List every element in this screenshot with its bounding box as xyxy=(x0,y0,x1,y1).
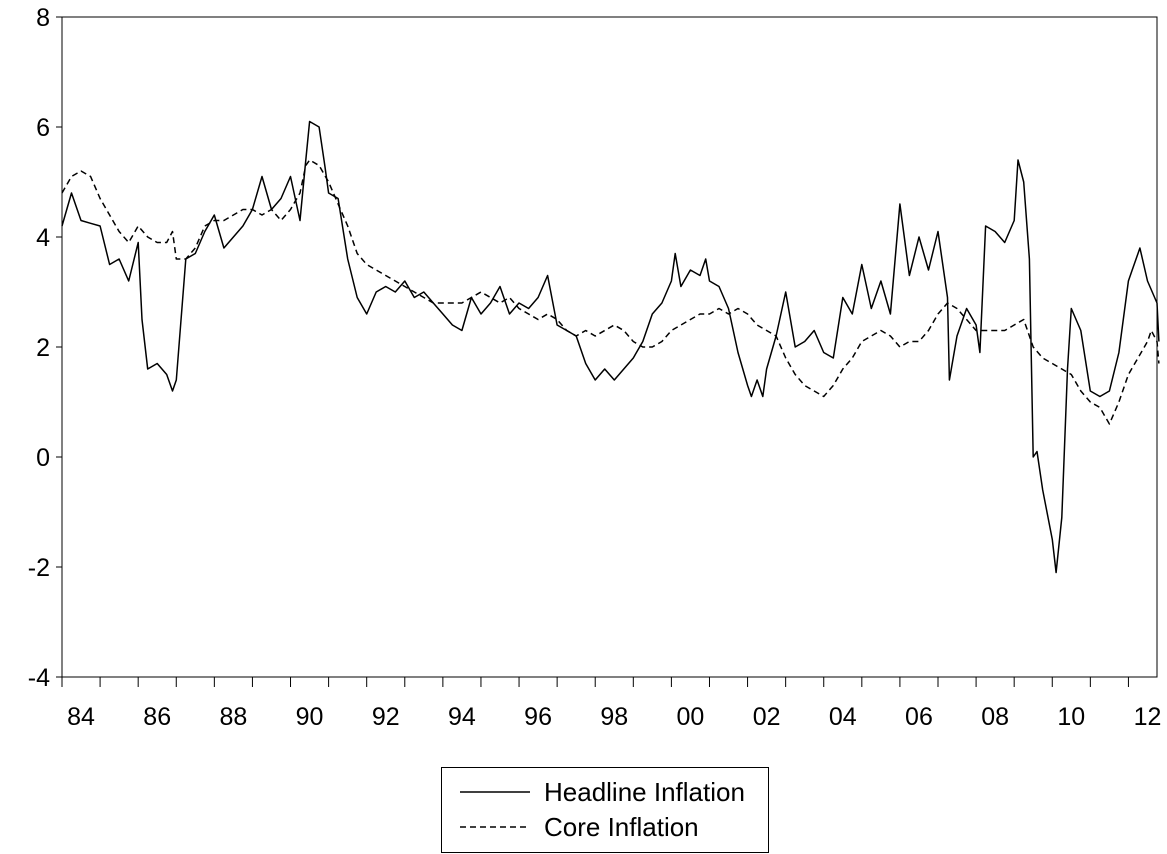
x-tick-label: 88 xyxy=(219,703,247,731)
x-tick-label: 86 xyxy=(143,703,171,731)
legend: Headline Inflation Core Inflation xyxy=(441,767,769,853)
legend-label-core: Core Inflation xyxy=(544,811,699,842)
plot-area-frame xyxy=(61,16,1158,678)
x-tick-label: 10 xyxy=(1057,703,1085,731)
y-tick-label: 4 xyxy=(36,224,50,252)
y-tick-label: -4 xyxy=(28,664,50,692)
x-tick-label: 06 xyxy=(905,703,933,731)
y-tick-label: 2 xyxy=(36,334,50,362)
legend-swatch-dashed xyxy=(460,826,530,828)
x-tick-label: 92 xyxy=(372,703,400,731)
x-tick-label: 04 xyxy=(829,703,857,731)
y-tick-label: -2 xyxy=(28,554,50,582)
y-tick-label: 8 xyxy=(36,4,50,32)
x-tick-label: 02 xyxy=(753,703,781,731)
x-tick-label: 08 xyxy=(981,703,1009,731)
x-tick-label: 94 xyxy=(448,703,476,731)
y-axis: -4 -2 0 2 4 6 8 xyxy=(28,4,62,692)
y-tick-label: 6 xyxy=(36,114,50,142)
x-tick-label: 98 xyxy=(600,703,628,731)
series-line-core-inflation xyxy=(61,159,1160,425)
x-tick-label: 00 xyxy=(677,703,705,731)
series-layer xyxy=(61,120,1160,574)
x-tick-label: 84 xyxy=(67,703,95,731)
legend-swatch-solid xyxy=(460,791,530,793)
series-line-headline-inflation xyxy=(61,120,1160,574)
legend-item-headline: Headline Inflation xyxy=(460,777,745,807)
x-tick-label: 12 xyxy=(1134,703,1162,731)
y-tick-label: 0 xyxy=(36,444,50,472)
x-tick-label: 96 xyxy=(524,703,552,731)
x-tick-label: 90 xyxy=(296,703,324,731)
legend-label-headline: Headline Inflation xyxy=(544,776,745,807)
x-axis: 84 86 88 90 92 94 96 98 00 02 04 06 08 10 12 xyxy=(61,677,1162,731)
legend-item-core: Core Inflation xyxy=(460,812,699,842)
